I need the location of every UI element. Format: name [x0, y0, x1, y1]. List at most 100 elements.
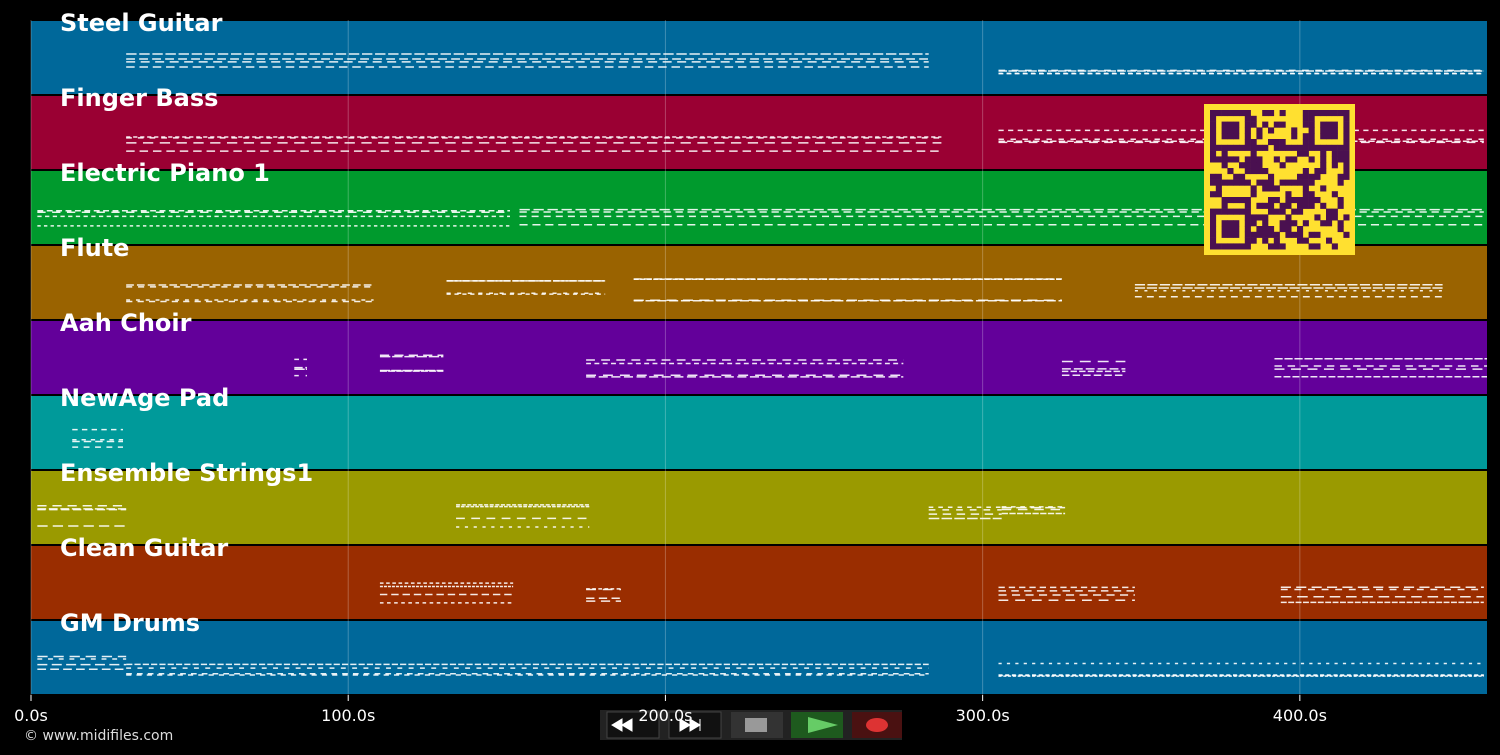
qr-cell [1268, 231, 1275, 238]
qr-cell [1314, 214, 1321, 221]
note-segment [37, 505, 127, 527]
qr-cell [1227, 144, 1234, 151]
qr-cell [1279, 226, 1286, 233]
qr-cell [1244, 121, 1251, 128]
qr-cell [1308, 179, 1315, 186]
qr-cell [1308, 139, 1315, 146]
qr-cell [1239, 162, 1246, 169]
qr-cell [1221, 197, 1228, 204]
stop-button[interactable] [731, 712, 783, 738]
qr-cell [1279, 243, 1286, 250]
qr-cell [1233, 197, 1240, 204]
qr-cell [1233, 156, 1240, 163]
qr-cell [1244, 139, 1251, 146]
qr-cell [1314, 197, 1321, 204]
qr-cell [1262, 144, 1269, 151]
qr-cell [1256, 144, 1263, 151]
note-segment [1274, 358, 1487, 378]
note-segment [998, 586, 1135, 601]
qr-cell [1250, 168, 1257, 175]
record-button[interactable] [852, 712, 902, 738]
qr-cell [1239, 144, 1246, 151]
qr-cell [1221, 121, 1228, 128]
qr-cell [1227, 121, 1234, 128]
qr-cell [1233, 121, 1240, 128]
qr-cell [1285, 191, 1292, 198]
qr-cell [1279, 179, 1286, 186]
note-segment [586, 588, 622, 602]
qr-cell [1302, 202, 1309, 209]
qr-cell [1320, 127, 1327, 134]
qr-cell [1256, 226, 1263, 233]
play-button[interactable] [791, 712, 843, 738]
qr-cell [1273, 197, 1280, 204]
qr-cell [1227, 156, 1234, 163]
qr-cell [1244, 202, 1251, 209]
rewind-button[interactable] [606, 711, 660, 739]
qr-cell [1233, 144, 1240, 151]
qr-cell [1320, 162, 1327, 169]
qr-cell [1291, 231, 1298, 238]
qr-cell [1343, 115, 1350, 122]
note-segment [294, 358, 307, 377]
qr-cell [1337, 110, 1344, 117]
qr-cell [1297, 144, 1304, 151]
qr-cell [1221, 243, 1228, 250]
qr-cell [1268, 179, 1275, 186]
qr-cell [1297, 226, 1304, 233]
qr-cell [1233, 133, 1240, 140]
qr-cell [1233, 226, 1240, 233]
qr-cell [1273, 139, 1280, 146]
qr-cell [1285, 202, 1292, 209]
qr-cell [1320, 156, 1327, 163]
qr-cell [1308, 173, 1315, 180]
qr-cell [1250, 231, 1257, 238]
note-segment [998, 69, 1484, 75]
note-segment [379, 354, 444, 372]
qr-cell [1227, 179, 1234, 186]
qr-cell [1250, 121, 1257, 128]
qr-cell [1308, 144, 1315, 151]
qr-cell [1210, 139, 1217, 146]
qr-cell [1273, 156, 1280, 163]
qr-cell [1244, 197, 1251, 204]
qr-cell [1210, 115, 1217, 122]
qr-cell [1297, 208, 1304, 215]
qr-cell [1320, 168, 1327, 175]
qr-cell [1273, 231, 1280, 238]
qr-cell [1256, 127, 1263, 134]
note-segment [126, 53, 929, 68]
qr-cell [1268, 110, 1275, 117]
qr-cell [1337, 150, 1344, 157]
qr-cell [1268, 197, 1275, 204]
forward-button[interactable] [668, 711, 722, 739]
qr-cell [1256, 214, 1263, 221]
qr-cell [1250, 237, 1257, 244]
qr-cell [1326, 144, 1333, 151]
qr-cell [1244, 110, 1251, 117]
track-name: Finger Bass [60, 84, 218, 112]
qr-cell [1302, 139, 1309, 146]
qr-cell [1320, 121, 1327, 128]
qr-cell [1239, 110, 1246, 117]
qr-cell [1308, 133, 1315, 140]
qr-cell [1244, 220, 1251, 227]
qr-cell [1302, 185, 1309, 192]
qr-cell [1326, 121, 1333, 128]
track-name: Flute [60, 234, 129, 262]
track-lane [31, 21, 1487, 94]
qr-cell [1210, 110, 1217, 117]
qr-cell [1297, 197, 1304, 204]
qr-cell [1302, 144, 1309, 151]
qr-cell [1291, 156, 1298, 163]
qr-cell [1285, 226, 1292, 233]
qr-cell [1331, 127, 1338, 134]
qr-cell [1343, 133, 1350, 140]
qr-cell [1308, 127, 1315, 134]
qr-cell [1320, 202, 1327, 209]
qr-cell [1343, 110, 1350, 117]
qr-cell [1279, 121, 1286, 128]
qr-cell [1221, 231, 1228, 238]
qr-cell [1273, 185, 1280, 192]
qr-cell [1273, 237, 1280, 244]
